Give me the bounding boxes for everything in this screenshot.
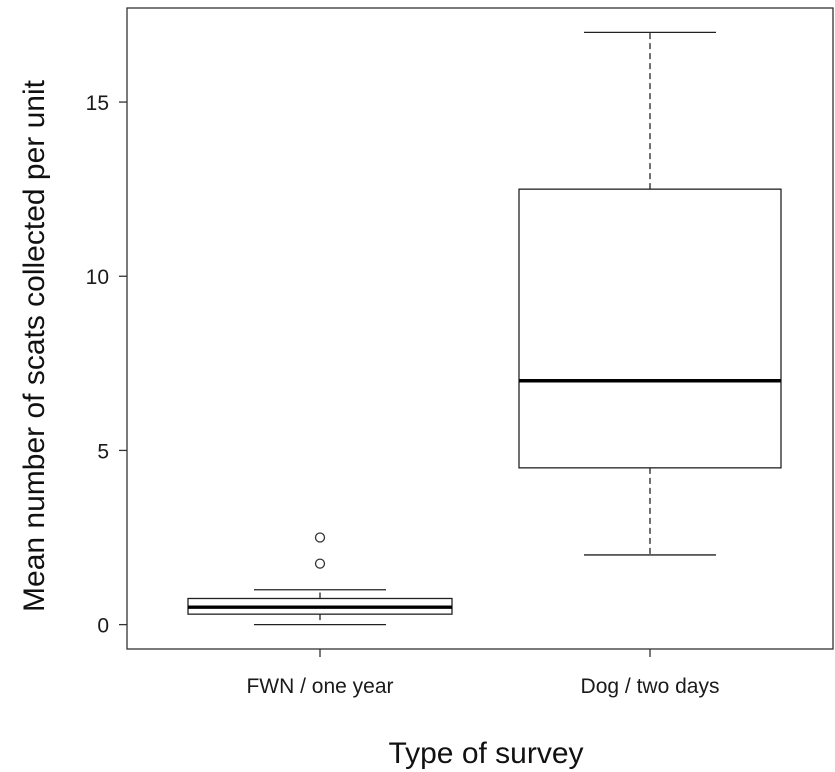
y-tick-label-10: 10 [86, 266, 109, 289]
outlier-point-0 [314, 558, 326, 569]
outlier-point-1 [314, 532, 326, 543]
x-tick-label-1: Dog / two days [581, 675, 720, 698]
plot-frame [126, 7, 834, 650]
iqr-box [518, 188, 782, 469]
x-axis-title: Type of survey [388, 737, 583, 770]
x-tick-label-0: FWN / one year [246, 675, 393, 698]
x-axis: FWN / one year Dog / two days [246, 649, 719, 698]
y-tick-label-0: 0 [97, 615, 109, 638]
y-axis-title: Mean number of scats collected per unit [18, 79, 51, 612]
y-axis: 0 5 10 15 [86, 92, 127, 638]
y-tick-label-15: 15 [86, 92, 109, 115]
box-group-0 [187, 532, 453, 626]
box-group-1 [518, 31, 782, 556]
y-tick-label-5: 5 [97, 440, 109, 463]
boxes [187, 31, 782, 626]
